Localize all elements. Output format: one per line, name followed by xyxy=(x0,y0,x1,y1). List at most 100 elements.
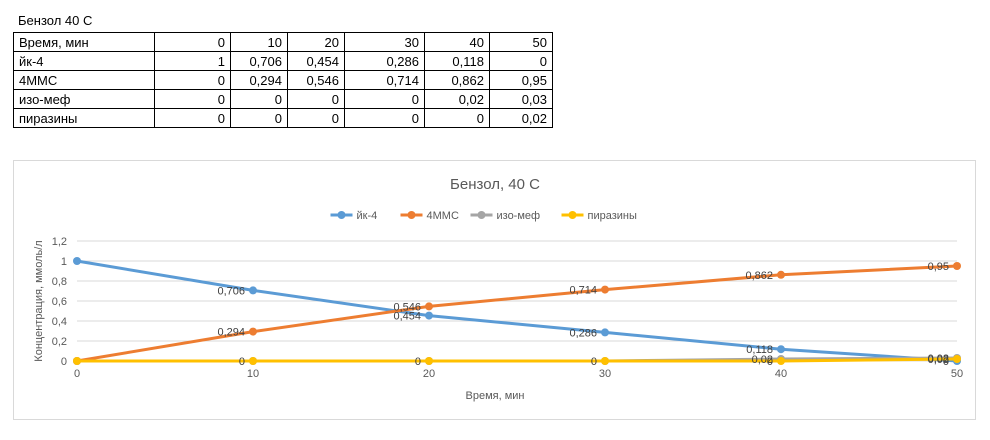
table-row: 4ММС 0 0,294 0,546 0,714 0,862 0,95 xyxy=(13,70,553,90)
x-axis: 0 10 20 30 40 50 xyxy=(74,368,963,380)
value-cell[interactable]: 0 xyxy=(287,89,345,109)
value-cell[interactable]: 0,546 xyxy=(287,70,345,90)
line-chart: Бензол, 40 С йк-4 4ММС изо-меф пиразины 00,… xyxy=(33,176,963,402)
time-cell[interactable]: 20 xyxy=(287,32,345,52)
data-point[interactable] xyxy=(953,355,961,363)
value-cell[interactable]: 0 xyxy=(230,108,288,128)
x-tick-label: 10 xyxy=(247,368,259,380)
table-row: изо-меф 0 0 0 0 0,02 0,03 xyxy=(13,89,553,109)
legend-label: йк-4 xyxy=(357,210,378,222)
chart-area[interactable]: Бензол, 40 С йк-4 4ММС изо-меф пиразины 0 0,… xyxy=(13,160,976,420)
value-cell[interactable]: 0 xyxy=(344,108,425,128)
data-point[interactable] xyxy=(953,262,961,270)
x-axis-title: Время, мин xyxy=(466,390,525,402)
legend-item[interactable]: 4ММС xyxy=(400,210,459,222)
gridlines xyxy=(77,240,957,362)
legend-swatch-marker xyxy=(337,211,346,219)
value-cell[interactable]: 0,294 xyxy=(230,70,288,90)
sheet-title: Бензол 40 С xyxy=(18,13,93,28)
table-row: йк-4 1 0,706 0,454 0,286 0,118 0 xyxy=(13,51,553,71)
value-cell[interactable]: 1 xyxy=(154,51,231,71)
table-row: пиразины 0 0 0 0 0 0,02 xyxy=(13,108,553,128)
value-cell[interactable]: 0,118 xyxy=(424,51,490,71)
data-point[interactable] xyxy=(601,285,609,294)
data-label: 0,546 xyxy=(393,301,421,313)
data-label: 0 xyxy=(239,356,245,368)
row-label-cell[interactable]: изо-меф xyxy=(13,89,155,109)
value-cell[interactable]: 0,02 xyxy=(424,89,490,109)
value-cell[interactable]: 0,714 xyxy=(344,70,425,90)
data-point[interactable] xyxy=(777,345,785,354)
data-label: 0,03 xyxy=(928,353,949,365)
legend-swatch-marker xyxy=(407,211,416,219)
value-cell[interactable]: 0,286 xyxy=(344,51,425,71)
value-cell[interactable]: 0,862 xyxy=(424,70,490,90)
data-table: Время, мин 0 10 20 30 40 50 йк-4 1 0,706 0,454 0,28… xyxy=(13,32,553,128)
legend[interactable]: йк-4 4ММС изо-меф пиразины xyxy=(330,210,637,222)
legend-item[interactable]: изо-меф xyxy=(470,210,541,222)
data-point[interactable] xyxy=(73,257,81,265)
value-cell[interactable]: 0 xyxy=(154,89,231,109)
time-cell[interactable]: 50 xyxy=(489,32,553,52)
data-point[interactable] xyxy=(777,357,785,365)
data-label: 0 xyxy=(591,356,597,368)
data-point[interactable] xyxy=(425,311,433,320)
series-line-1[interactable] xyxy=(76,264,958,363)
data-point[interactable] xyxy=(249,286,257,295)
data-label: 0,286 xyxy=(569,327,597,339)
legend-label: изо-меф xyxy=(497,210,541,222)
value-cell[interactable]: 0 xyxy=(287,108,345,128)
data-label: 0 xyxy=(767,356,773,368)
y-tick-label: 1,2 xyxy=(52,236,67,248)
legend-item[interactable]: йк-4 xyxy=(330,210,378,222)
data-point[interactable] xyxy=(601,357,609,365)
value-cell[interactable]: 0,95 xyxy=(489,70,553,90)
data-point[interactable] xyxy=(777,270,785,279)
y-tick-label: 0 xyxy=(61,356,67,368)
y-axis: 0 0,2 0,4 0,6 0,8 1 1,2 xyxy=(52,236,67,368)
data-point[interactable] xyxy=(425,357,433,365)
data-label: 0,706 xyxy=(217,285,245,297)
series-line-3[interactable] xyxy=(77,357,958,363)
time-cell[interactable]: 30 xyxy=(344,32,425,52)
value-cell[interactable]: 0,454 xyxy=(287,51,345,71)
legend-label: пиразины xyxy=(588,210,637,222)
data-point[interactable] xyxy=(425,302,433,311)
data-label: 0 xyxy=(943,356,949,368)
row-label-cell[interactable]: пиразины xyxy=(13,108,155,128)
x-tick-label: 40 xyxy=(775,368,787,380)
data-labels: 0,7060,4540,2860,11800,2940,5460,7140,86… xyxy=(217,261,949,368)
x-tick-label: 30 xyxy=(599,368,611,380)
table-header-row: Время, мин 0 10 20 30 40 50 xyxy=(13,32,553,52)
value-cell[interactable]: 0,706 xyxy=(230,51,288,71)
value-cell[interactable]: 0,02 xyxy=(489,108,553,128)
legend-label: 4ММС xyxy=(427,210,459,222)
time-cell[interactable]: 0 xyxy=(154,32,231,52)
row-label-cell[interactable]: 4ММС xyxy=(13,70,155,90)
data-point[interactable] xyxy=(249,357,257,365)
time-cell[interactable]: 10 xyxy=(230,32,288,52)
value-cell[interactable]: 0 xyxy=(154,108,231,128)
value-cell[interactable]: 0,03 xyxy=(489,89,553,109)
legend-item[interactable]: пиразины xyxy=(561,210,637,222)
header-label-cell[interactable]: Время, мин xyxy=(13,32,155,52)
row-label-cell[interactable]: йк-4 xyxy=(13,51,155,71)
y-axis-title: Концентрация, ммоль/л xyxy=(33,240,45,361)
value-cell[interactable]: 0 xyxy=(154,70,231,90)
data-label: 0,454 xyxy=(393,311,421,323)
value-cell[interactable]: 0 xyxy=(489,51,553,71)
value-cell[interactable]: 0 xyxy=(230,89,288,109)
x-tick-label: 20 xyxy=(423,368,435,380)
data-label: 0,862 xyxy=(745,270,773,282)
data-label: 0,118 xyxy=(746,344,773,356)
series-line-0[interactable] xyxy=(76,259,958,363)
data-point[interactable] xyxy=(73,357,81,365)
y-tick-label: 0,6 xyxy=(52,296,67,308)
legend-swatch-marker xyxy=(477,211,486,219)
data-label: 0,714 xyxy=(569,285,597,297)
value-cell[interactable]: 0 xyxy=(424,108,490,128)
data-point[interactable] xyxy=(249,327,257,336)
time-cell[interactable]: 40 xyxy=(424,32,490,52)
data-point[interactable] xyxy=(601,328,609,337)
value-cell[interactable]: 0 xyxy=(344,89,425,109)
